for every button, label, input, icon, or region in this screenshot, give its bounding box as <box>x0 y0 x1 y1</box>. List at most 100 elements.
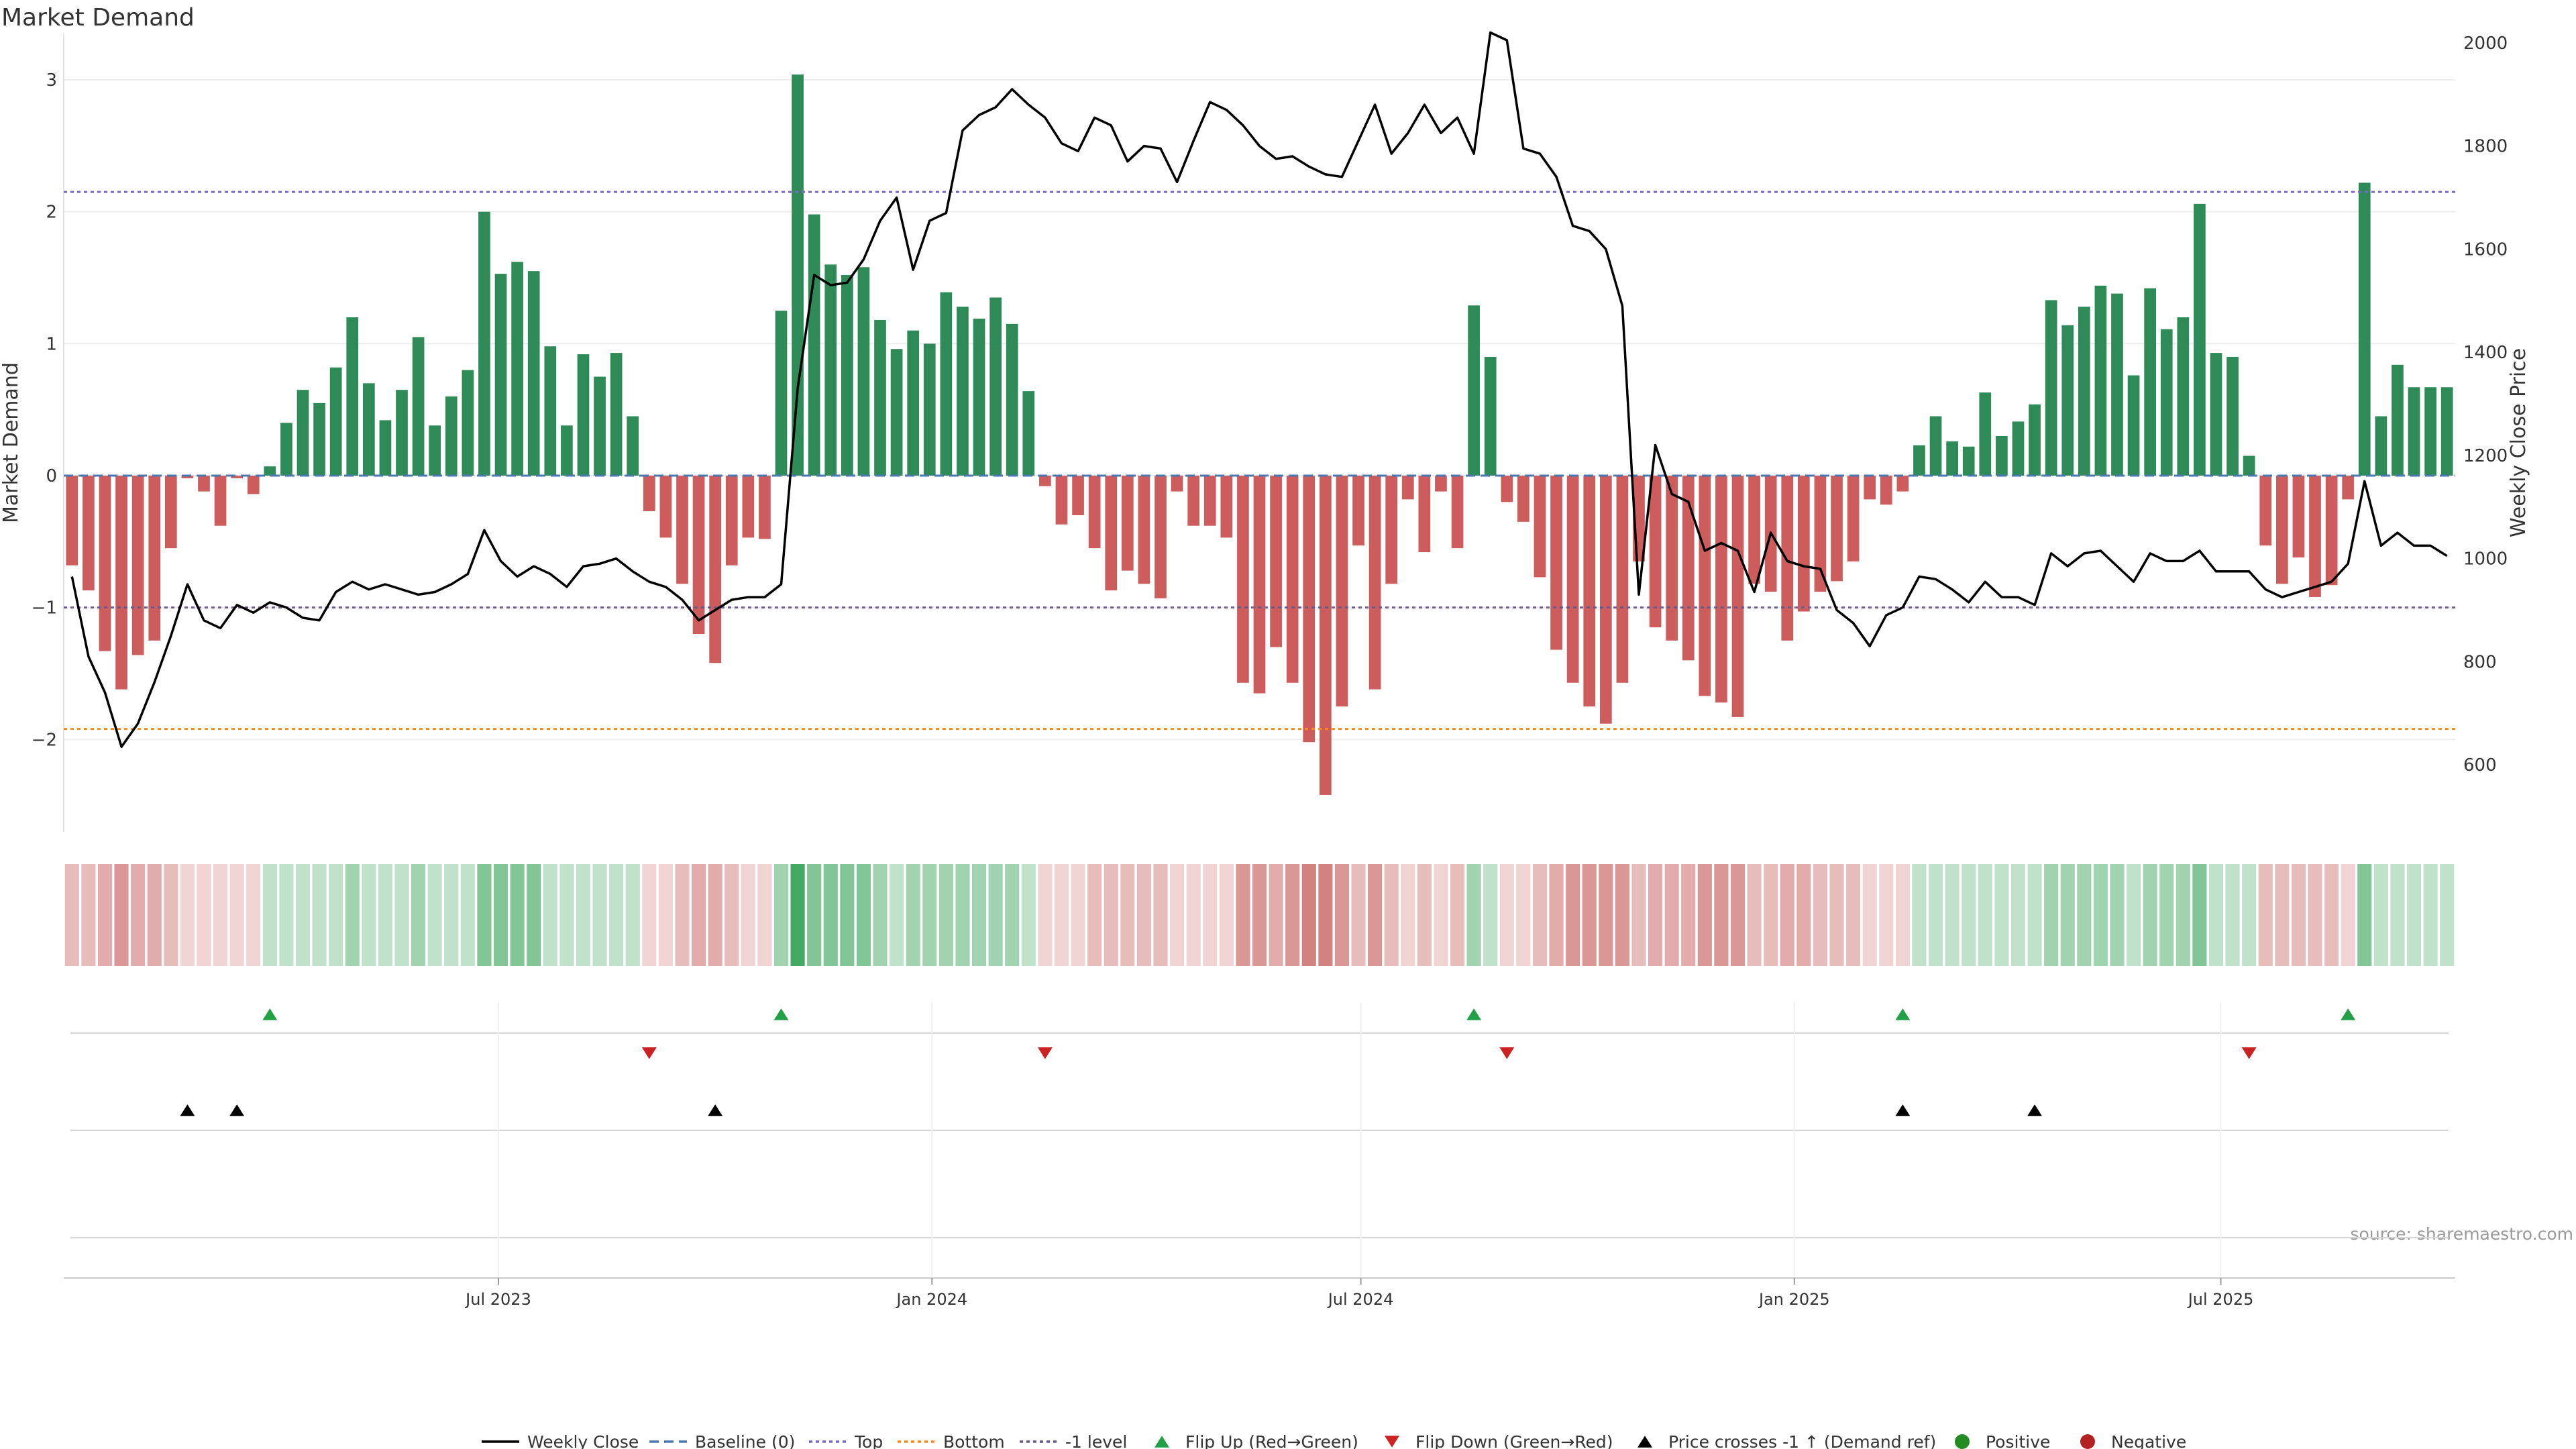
heat-cell <box>543 864 557 966</box>
right-tick-label: 800 <box>2463 652 2497 672</box>
demand-bar <box>907 330 920 476</box>
demand-bar <box>1599 476 1612 724</box>
heat-cell <box>1978 864 1992 966</box>
price-cross-marker <box>180 1104 195 1116</box>
heat-cell <box>64 864 79 966</box>
x-tick-label: Jul 2023 <box>464 1290 531 1309</box>
demand-bar <box>1072 476 1084 515</box>
right-tick-label: 2000 <box>2463 34 2508 54</box>
heat-cell <box>1038 864 1053 966</box>
heat-cell <box>460 864 475 966</box>
heat-cell <box>2010 864 2026 966</box>
heat-cell <box>1351 864 1366 966</box>
demand-bar <box>1022 391 1035 476</box>
heat-cell <box>279 864 294 966</box>
demand-bar <box>1105 476 1118 591</box>
demand-bar <box>264 466 276 476</box>
left-tick-label: 2 <box>46 203 57 223</box>
flip-up-marker <box>773 1008 789 1020</box>
demand-bar <box>1550 476 1562 650</box>
demand-bar <box>2194 203 2206 476</box>
demand-bar <box>957 307 969 476</box>
legend-price-cross-swatch <box>1638 1436 1652 1448</box>
heat-cell <box>2406 864 2422 966</box>
demand-bar <box>1831 476 1843 582</box>
demand-bar <box>824 264 837 476</box>
heat-cell <box>971 864 987 966</box>
demand-bar <box>214 476 227 526</box>
heat-cell <box>773 864 789 966</box>
heat-cell <box>394 864 409 966</box>
heat-cell <box>938 864 953 966</box>
source-note: source: sharemaestro.com <box>2351 1224 2574 1244</box>
heat-cell <box>1681 864 1696 966</box>
heat-cell <box>856 864 871 966</box>
demand-bar <box>2160 329 2173 476</box>
heat-cell <box>1334 864 1350 966</box>
heat-cell <box>1648 864 1663 966</box>
demand-bar <box>2440 387 2453 476</box>
heat-cell <box>1912 864 1927 966</box>
heat-cell <box>708 864 722 966</box>
heat-cell <box>1566 864 1580 966</box>
demand-bar <box>2144 288 2157 476</box>
price-cross-marker <box>2027 1104 2043 1116</box>
flip-down-marker <box>1499 1047 1515 1059</box>
heat-cell <box>81 864 96 966</box>
demand-bar <box>1121 476 1134 571</box>
demand-bar <box>643 476 655 512</box>
demand-bar <box>1039 476 1051 486</box>
demand-bar <box>890 349 903 476</box>
heat-cell <box>988 864 1003 966</box>
demand-bar <box>198 476 210 492</box>
heat-cell <box>1401 864 1415 966</box>
heat-cell <box>906 864 920 966</box>
heat-cell <box>1087 864 1102 966</box>
demand-bar <box>1864 476 1876 500</box>
heat-cell <box>840 864 855 966</box>
heat-cell <box>1714 864 1729 966</box>
demand-bar <box>2094 285 2107 476</box>
legend-positive-swatch <box>1955 1434 1970 1449</box>
legend-price-cross-label: Price crosses -1 ↑ (Demand ref) <box>1668 1432 1936 1449</box>
heat-cell <box>1203 864 1218 966</box>
heat-cell <box>807 864 822 966</box>
heat-cell <box>1499 864 1514 966</box>
heat-cell <box>2060 864 2075 966</box>
heat-cell <box>444 864 459 966</box>
demand-bar <box>1797 476 1810 612</box>
heat-cell <box>955 864 970 966</box>
x-tick-label: Jul 2024 <box>1327 1290 1394 1309</box>
demand-bar <box>742 476 755 538</box>
demand-bar <box>1913 445 1925 476</box>
demand-bar <box>1781 476 1794 641</box>
heat-cell <box>675 864 690 966</box>
left-tick-label: −2 <box>32 730 57 750</box>
heat-cell <box>2341 864 2355 966</box>
x-tick-label: Jan 2025 <box>1758 1290 1830 1309</box>
price-cross-marker <box>708 1104 723 1116</box>
demand-bar <box>1220 476 1233 538</box>
heat-cell <box>2275 864 2290 966</box>
demand-bar <box>1088 476 1101 549</box>
demand-bar <box>2408 387 2420 476</box>
right-tick-label: 1000 <box>2463 549 2508 570</box>
heat-cell <box>97 864 113 966</box>
demand-bar <box>1270 476 1282 647</box>
heat-cell <box>1945 864 1960 966</box>
heat-cell <box>411 864 426 966</box>
flip-up-marker <box>2341 1008 2356 1020</box>
heat-cell <box>1466 864 1481 966</box>
heat-cell <box>592 864 607 966</box>
demand-bar <box>1203 476 1216 526</box>
demand-bar <box>1996 436 2008 476</box>
left-tick-label: 3 <box>46 70 57 91</box>
demand-bar <box>379 420 392 476</box>
left-axis-label: Market Demand <box>0 362 23 523</box>
heat-cell <box>1549 864 1564 966</box>
demand-bar <box>1616 476 1629 683</box>
heat-cell <box>1615 864 1629 966</box>
heat-cell <box>609 864 624 966</box>
demand-bar <box>1583 476 1596 707</box>
heat-cell <box>2324 864 2339 966</box>
